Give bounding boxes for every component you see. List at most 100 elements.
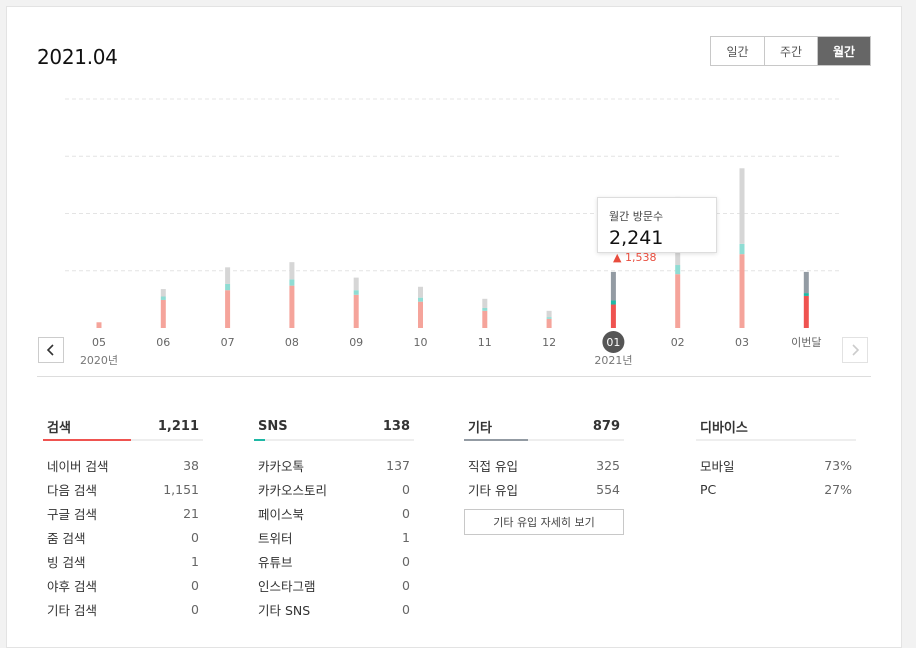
stat-row-value: 1 [402, 529, 410, 545]
stat-row: 기타 유입 554 [464, 477, 624, 501]
bar-segment[interactable] [96, 322, 102, 328]
stat-row-value: 0 [402, 481, 410, 497]
stat-row: 빙 검색 1 [43, 549, 203, 573]
bar-segment[interactable] [160, 296, 166, 300]
stat-bar-fill [254, 439, 266, 441]
bar-segment[interactable] [225, 267, 231, 284]
stat-row: 다음 검색 1,151 [43, 477, 203, 501]
x-tick-label[interactable]: 02 [671, 336, 685, 349]
bar-segment[interactable] [739, 168, 745, 244]
toggle-weekly[interactable]: 주간 [764, 37, 817, 65]
bar-segment[interactable] [675, 274, 681, 328]
x-tick-label[interactable]: 08 [285, 336, 299, 349]
stat-row: 직접 유입 325 [464, 453, 624, 477]
stat-row-name: 다음 검색 [47, 482, 97, 498]
chart-tooltip: 월간 방문수 2,241 ▲ 1,538 [597, 197, 717, 264]
tooltip-label: 월간 방문수 [609, 210, 664, 223]
bar-segment[interactable] [739, 243, 745, 255]
stat-row-value: 38 [183, 457, 199, 473]
bar-segment[interactable] [610, 304, 616, 328]
stat-bar [696, 439, 856, 441]
stat-row-value: 21 [183, 505, 199, 521]
bar-segment[interactable] [353, 290, 359, 295]
year-label: 2021년 [594, 354, 632, 367]
toggle-monthly[interactable]: 월간 [817, 37, 870, 65]
stat-row-value: 73% [824, 457, 852, 473]
bar-segment[interactable] [546, 318, 552, 328]
bar-segment[interactable] [739, 254, 745, 328]
chevron-left-icon [46, 344, 54, 356]
stat-row-value: 0 [191, 529, 199, 545]
stat-total: 138 [382, 418, 410, 434]
x-tick-label[interactable]: 03 [735, 336, 749, 349]
stat-row-name: 카카오톡 [258, 458, 305, 474]
bar-segment[interactable] [353, 277, 359, 291]
x-tick-label[interactable]: 10 [414, 336, 428, 349]
x-tick-label[interactable]: 이번달 [791, 336, 821, 349]
stat-row: 카카오톡 137 [254, 453, 414, 477]
bar-segment[interactable] [418, 286, 423, 298]
bar-segment[interactable] [482, 307, 488, 311]
bar-segment[interactable] [675, 265, 681, 275]
bar-segment[interactable] [418, 297, 423, 302]
chart-prev-button[interactable] [38, 337, 64, 363]
stats-card: 2021.04 일간 주간 월간 05 06 07 08 09 10 11 12 01 02 03 이… [6, 6, 902, 648]
stat-title: 기타 [468, 420, 492, 436]
tooltip-change: ▲ 1,538 [613, 251, 657, 264]
stat-row-value: 27% [824, 481, 852, 497]
bar-segment[interactable] [225, 283, 231, 291]
stat-bar-fill [464, 439, 528, 441]
stat-row-name: 줌 검색 [47, 530, 86, 546]
stat-row: 기타 검색 0 [43, 597, 203, 621]
stat-row: 기타 SNS 0 [254, 597, 414, 621]
stat-row-value: 0 [402, 553, 410, 569]
bar-segment[interactable] [160, 299, 166, 328]
stat-col-sns: SNS 138 카카오톡 137 카카오스토리 0 페이스북 0 트위터 1 유튜브 0 인스타그램… [254, 413, 414, 621]
bar-segment[interactable] [225, 290, 231, 328]
x-tick-label[interactable]: 01 [606, 336, 620, 349]
x-tick-label[interactable]: 07 [221, 336, 235, 349]
bar-segment[interactable] [803, 295, 809, 328]
x-tick-label[interactable]: 05 [92, 336, 106, 349]
stat-row: 야후 검색 0 [43, 573, 203, 597]
bar-segment[interactable] [289, 285, 295, 328]
bar-segment[interactable] [546, 317, 552, 319]
bar-segment[interactable] [803, 271, 809, 294]
stat-row-name: 인스타그램 [258, 578, 316, 594]
bar-segment[interactable] [482, 298, 488, 308]
stat-total: 1,211 [157, 418, 199, 434]
x-tick-label[interactable]: 06 [156, 336, 170, 349]
x-tick-label[interactable]: 09 [349, 336, 363, 349]
bar-segment[interactable] [160, 289, 166, 297]
stat-title: SNS [258, 418, 288, 434]
stat-row-name: 카카오스토리 [258, 482, 328, 498]
etc-detail-button[interactable]: 기타 유입 자세히 보기 [464, 509, 624, 535]
stat-bar [43, 439, 203, 441]
tooltip-value: 2,241 [609, 227, 664, 249]
stat-bar [254, 439, 414, 441]
bar-segment[interactable] [546, 310, 552, 318]
stat-row-name: 직접 유입 [468, 458, 518, 474]
toggle-daily[interactable]: 일간 [711, 37, 764, 65]
stat-row-name: 모바일 [700, 458, 735, 474]
period-title: 2021.04 [37, 45, 118, 69]
stat-row: 네이버 검색 38 [43, 453, 203, 477]
bar-segment[interactable] [610, 300, 616, 305]
stat-bar [464, 439, 624, 441]
x-tick-label[interactable]: 12 [542, 336, 556, 349]
stat-row-name: 야후 검색 [47, 578, 97, 594]
chart-next-button[interactable] [842, 337, 868, 363]
stat-row: 페이스북 0 [254, 501, 414, 525]
bar-segment[interactable] [418, 301, 423, 328]
bar-segment[interactable] [482, 310, 488, 328]
visits-chart: 05 06 07 08 09 10 11 12 01 02 03 이번달 2020년 2021년 [65, 98, 839, 367]
bar-segment[interactable] [289, 279, 295, 286]
bar-segment[interactable] [289, 262, 295, 280]
stat-row-value: 554 [596, 481, 620, 497]
stat-col-device: 디바이스 모바일 73% PC 27% [696, 413, 856, 501]
bar-segment[interactable] [803, 293, 809, 296]
x-tick-label[interactable]: 11 [478, 336, 492, 349]
bar-segment[interactable] [610, 271, 616, 301]
bar-segment[interactable] [353, 294, 359, 328]
stat-row-value: 0 [402, 505, 410, 521]
